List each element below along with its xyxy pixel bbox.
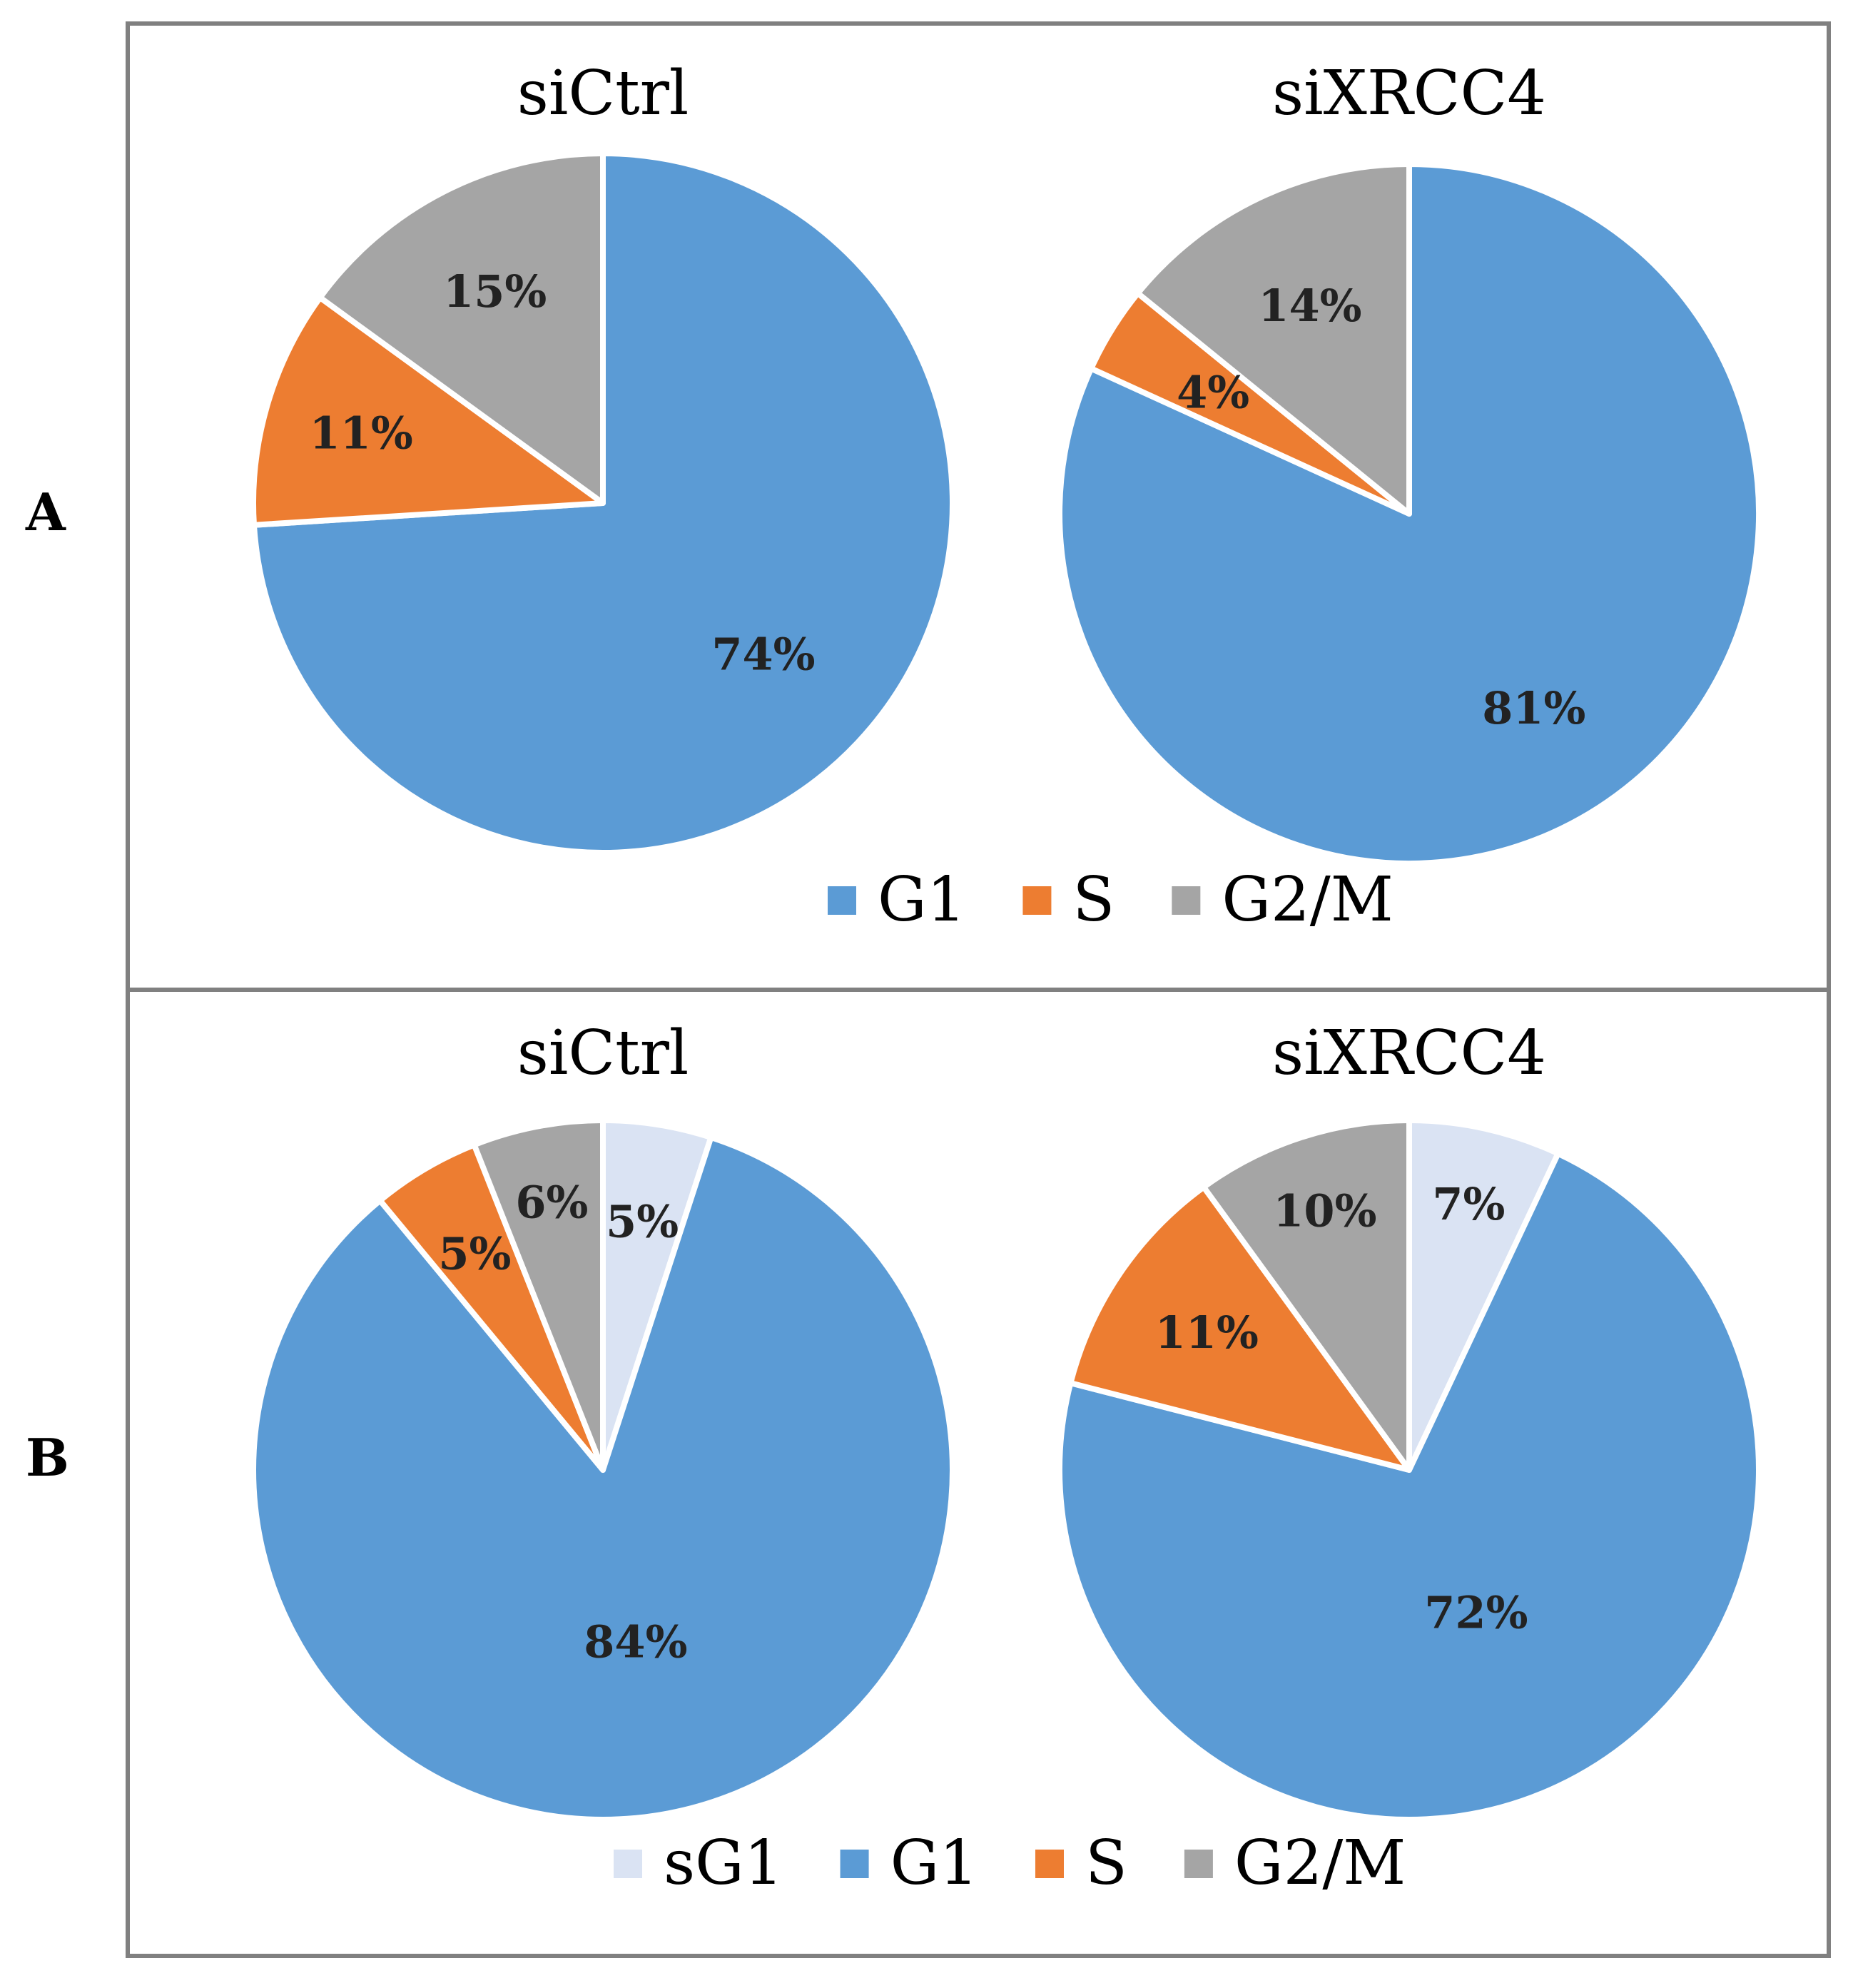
pie-slice-g2-m (1134, 161, 1412, 517)
legend-swatch-s (1022, 886, 1052, 915)
slice-label-g2-m: 15% (443, 265, 547, 318)
slice-label-g2-m: 6% (515, 1177, 588, 1229)
pie-slice-g1 (1057, 1150, 1762, 1822)
pie-title: siCtrl (517, 1018, 689, 1089)
slice-label-s: 5% (438, 1227, 511, 1279)
slice-label-s: 4% (1177, 367, 1249, 419)
slice-label-g1: 72% (1424, 1587, 1528, 1639)
pie-slice-s (250, 294, 606, 528)
legend-a: G1 S G2/M (828, 864, 1394, 935)
panel-letter-a: A (26, 482, 66, 542)
panel-letter-b: B (26, 1427, 69, 1488)
pie-slice-g2-m (1200, 1117, 1412, 1473)
slice-label-g2-m: 14% (1258, 280, 1361, 332)
slice-label-s: 11% (1155, 1307, 1259, 1359)
legend-label-s: S (1072, 864, 1115, 935)
pie-title: siXRCC4 (1272, 1018, 1546, 1089)
pie-slice-g1 (250, 1134, 955, 1822)
slice-label-sg1: 7% (1432, 1178, 1505, 1230)
legend-swatch-g2-m (1184, 1850, 1213, 1878)
legend-label-sg1: sG1 (664, 1827, 783, 1899)
slice-label-sg1: 5% (606, 1196, 679, 1248)
slice-label-g1: 81% (1482, 682, 1585, 734)
pie-chart-b-sixrcc4: siXRCC4 7% 72% 11% 10% (1057, 1018, 1762, 1822)
legend-label-g1: G1 (878, 864, 965, 935)
legend-label-g2-m: G2/M (1222, 864, 1393, 935)
pie-slice-g2-m (317, 151, 606, 506)
pie-slice-s (1067, 1184, 1412, 1473)
legend-swatch-g1 (840, 1850, 869, 1878)
slice-label-g1: 84% (584, 1616, 687, 1668)
legend-swatch-g2-m (1172, 886, 1201, 915)
pie-title: siXRCC4 (1272, 58, 1546, 129)
slice-label-g1: 74% (711, 628, 815, 680)
pie-chart-a-sixrcc4: siXRCC4 81% 4%14% (1057, 58, 1762, 866)
legend-swatch-g1 (828, 886, 856, 915)
legend-label-s: S (1085, 1827, 1127, 1899)
legend-label-g2-m: G2/M (1234, 1827, 1406, 1899)
pie-chart-a-sictrl: siCtrl 74% 11% 15% (250, 58, 955, 856)
pie-slice-sg1 (1406, 1117, 1561, 1473)
pie-title: siCtrl (517, 58, 689, 129)
legend-b: sG1 G1 S G2/M (614, 1827, 1406, 1899)
slice-label-g2-m: 10% (1273, 1185, 1376, 1237)
slice-label-s: 11% (310, 407, 413, 460)
legend-label-g1: G1 (890, 1827, 978, 1899)
legend-swatch-sg1 (614, 1850, 642, 1878)
legend-swatch-s (1035, 1850, 1064, 1878)
pie-slice-g2-m (471, 1117, 606, 1473)
